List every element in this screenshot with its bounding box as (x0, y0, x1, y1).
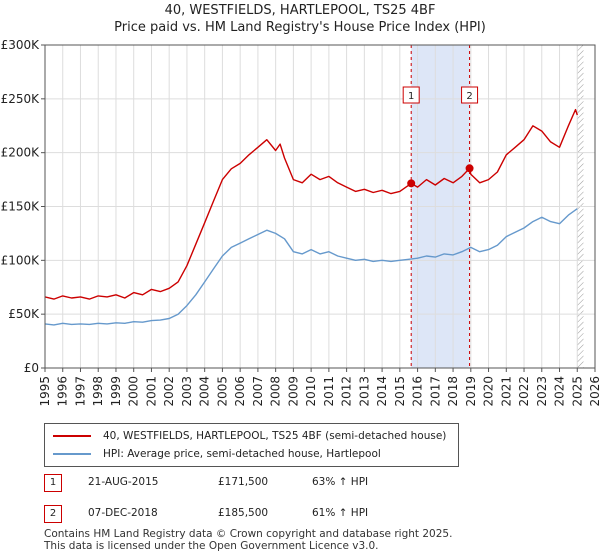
legend-label-property: 40, WESTFIELDS, HARTLEPOOL, TS25 4BF (se… (103, 430, 447, 442)
x-tick-label: 2018 (446, 376, 460, 407)
y-tick-label: £100K (1, 253, 41, 267)
transaction-hpi-delta: 61% ↑ HPI (312, 507, 369, 519)
x-tick-label: 2020 (482, 376, 496, 407)
legend-label-hpi: HPI: Average price, semi-detached house,… (103, 448, 381, 460)
x-tick-label: 2001 (144, 376, 158, 407)
y-tick-label: £250K (1, 92, 41, 106)
x-tick-label: 2010 (304, 376, 318, 407)
x-tick-label: 2012 (340, 376, 354, 407)
price-chart: 1 2 £0 £50K £100K £150K £200K £250K £300K 1995 19… (1, 38, 600, 407)
legend-item-property: 40, WESTFIELDS, HARTLEPOOL, TS25 4BF (se… (53, 428, 446, 444)
y-tick-label: £200K (1, 146, 41, 160)
transaction-date: 21-AUG-2015 (88, 476, 159, 488)
x-tick-label: 2021 (499, 376, 513, 407)
x-tick-label: 2009 (286, 376, 300, 407)
footer-copyright: Contains HM Land Registry data © Crown c… (44, 528, 453, 540)
x-tick-label: 2017 (428, 376, 442, 407)
x-tick-label: 2007 (251, 376, 265, 407)
y-tick-label: £50K (8, 307, 40, 321)
x-tick-label: 2025 (570, 376, 584, 407)
footer-licence: This data is licensed under the Open Gov… (44, 540, 379, 552)
x-tick-label: 1999 (109, 376, 123, 407)
y-tick-label: £300K (1, 38, 41, 52)
legend-item-hpi: HPI: Average price, semi-detached house,… (53, 446, 381, 462)
x-tick-label: 1995 (38, 376, 52, 407)
x-tick-label: 1998 (91, 376, 105, 407)
footer: Contains HM Land Registry data © Crown c… (44, 528, 452, 552)
transaction-price: £171,500 (218, 476, 269, 488)
sale-label: 2 (466, 91, 472, 102)
x-tick-label: 2000 (127, 376, 141, 407)
x-tick-label: 2022 (517, 376, 531, 407)
transaction-badge: 1 (44, 474, 62, 492)
x-tick-label: 2016 (411, 376, 425, 407)
chart-title-line2: Price paid vs. HM Land Registry's House … (114, 20, 486, 35)
x-tick-label: 2005 (215, 376, 229, 407)
y-tick-label: £150K (1, 200, 41, 214)
x-tick-label: 2006 (233, 376, 247, 407)
sale-label-box (461, 86, 479, 104)
sale-label-box (402, 86, 420, 104)
transaction-badge: 2 (44, 505, 62, 523)
x-tick-label: 2015 (393, 376, 407, 407)
x-tick-label: 2023 (535, 376, 549, 407)
y-tick-label: £0 (24, 361, 39, 375)
sale-label: 1 (408, 91, 414, 102)
x-tick-label: 2026 (588, 376, 600, 407)
transaction-row: 1 21-AUG-2015 £171,500 63% ↑ HPI (44, 474, 564, 492)
legend-swatch-red (53, 435, 91, 437)
property-series-line (45, 108, 578, 300)
x-tick-label: 2004 (198, 376, 212, 407)
x-tick-label: 2008 (269, 376, 283, 407)
x-tick-label: 2014 (375, 376, 389, 407)
x-tick-label: 1997 (73, 376, 87, 407)
x-tick-label: 2024 (553, 376, 567, 407)
x-tick-label: 2011 (322, 376, 336, 407)
x-tick-label: 2019 (464, 376, 478, 407)
transaction-hpi-delta: 63% ↑ HPI (312, 476, 369, 488)
x-tick-label: 2013 (357, 376, 371, 407)
x-tick-label: 2003 (180, 376, 194, 407)
x-tick-label: 2002 (162, 376, 176, 407)
chart-title-line1: 40, WESTFIELDS, HARTLEPOOL, TS25 4BF (164, 3, 436, 18)
x-tick-label: 1996 (56, 376, 70, 407)
transaction-date: 07-DEC-2018 (88, 507, 158, 519)
sale-point (407, 179, 416, 188)
legend-swatch-blue (53, 453, 91, 455)
hpi-series-line (45, 208, 578, 326)
sale-point (465, 164, 474, 173)
transaction-row: 2 07-DEC-2018 £185,500 61% ↑ HPI (44, 505, 564, 523)
chart-legend: 40, WESTFIELDS, HARTLEPOOL, TS25 4BF (se… (44, 423, 459, 467)
transaction-price: £185,500 (218, 507, 269, 519)
